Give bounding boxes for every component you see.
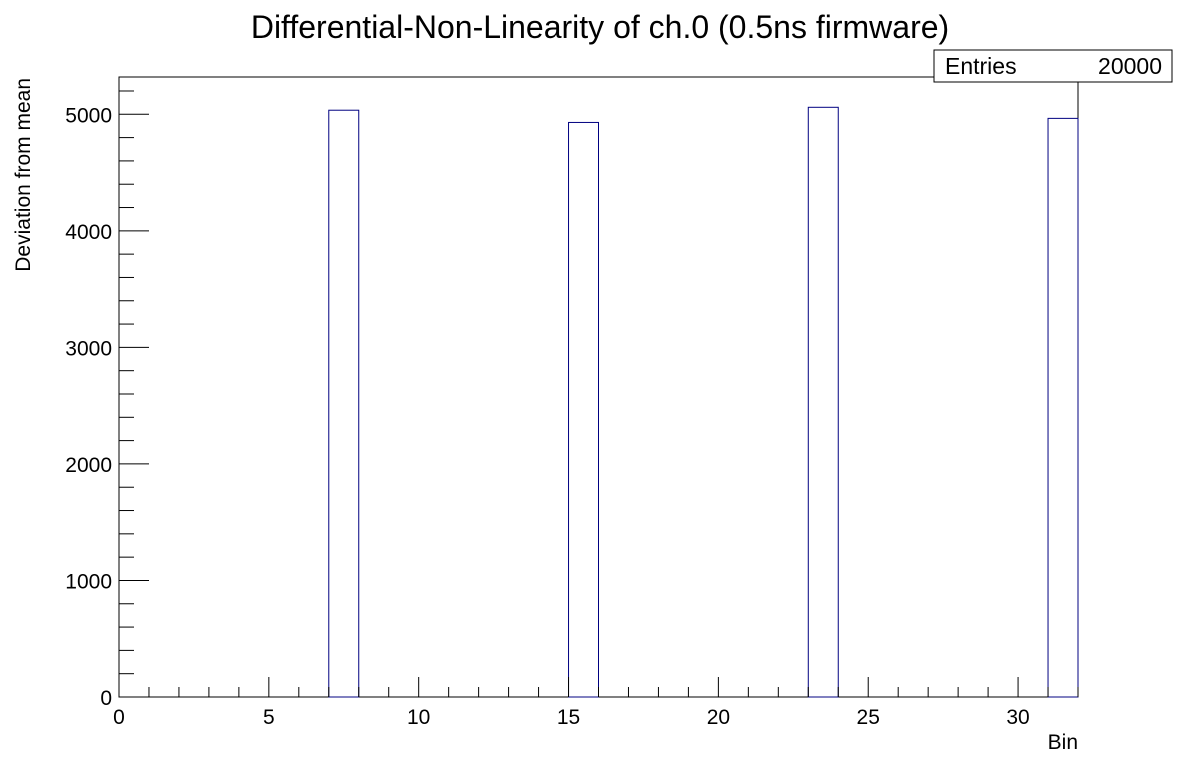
stats-box: Entries 20000 (933, 49, 1173, 83)
histogram-bar-1 (328, 109, 360, 698)
x-tick-label: 30 (1006, 706, 1029, 729)
stats-entries-value: 20000 (1098, 53, 1162, 79)
x-tick-label: 15 (557, 706, 580, 729)
bars (328, 106, 1079, 698)
chart-title: Differential-Non-Linearity of ch.0 (0.5n… (251, 9, 949, 45)
y-axis: 0 1000 2000 3000 4000 5000 (65, 90, 149, 710)
x-tick-label: 10 (407, 706, 430, 729)
y-tick-label: 4000 (65, 221, 112, 244)
histogram-bar-3 (807, 106, 839, 698)
stats-box-frame (933, 49, 1173, 83)
y-tick-label: 0 (100, 687, 112, 710)
x-tick-label: 5 (263, 706, 275, 729)
y-axis-label: Deviation from mean (12, 78, 35, 272)
stats-entries-label: Entries (945, 53, 1017, 79)
histogram-bar-2 (568, 121, 599, 698)
x-tick-label: 25 (857, 706, 880, 729)
y-tick-label: 1000 (65, 570, 112, 593)
y-tick-label: 3000 (65, 337, 112, 360)
y-tick-label: 2000 (65, 454, 112, 477)
y-tick-label: 5000 (65, 104, 112, 127)
x-tick-label: 20 (707, 706, 730, 729)
x-axis-label: Bin (1048, 731, 1078, 754)
histogram-bar-4 (1047, 117, 1079, 698)
x-axis: 0 5 10 15 20 25 30 (113, 677, 1079, 729)
x-tick-label: 0 (113, 706, 125, 729)
